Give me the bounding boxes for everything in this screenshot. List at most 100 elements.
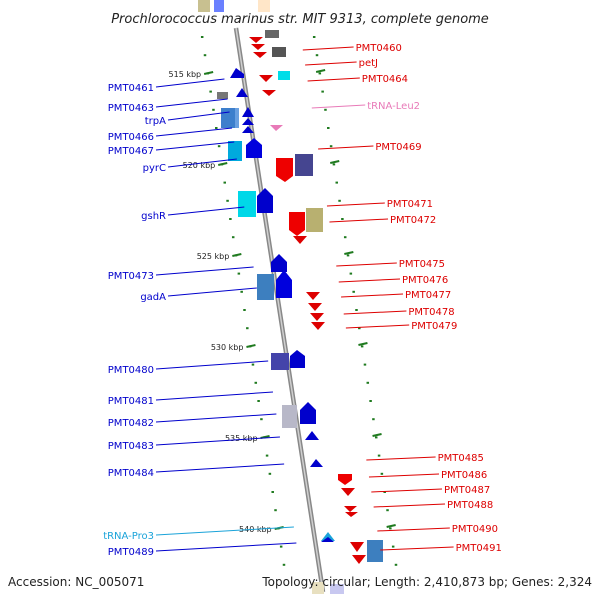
tick-mark [223, 181, 226, 184]
gene-arrow [308, 303, 322, 311]
gene-block [295, 154, 313, 176]
kbp-tick-right [372, 433, 382, 437]
tick-mark [394, 563, 398, 566]
trna-arrow [321, 532, 335, 541]
gene-block [282, 405, 297, 428]
tick-mark [231, 236, 235, 239]
leader-line [302, 46, 354, 51]
gene-arrow [352, 555, 366, 564]
leader-line [155, 413, 277, 423]
gene-block-partial [330, 584, 344, 594]
gene-arrow [262, 90, 276, 96]
tick-mark [315, 54, 319, 57]
gene-arrow [289, 212, 305, 236]
leader-line [345, 324, 410, 329]
tick-mark [349, 272, 353, 275]
leader-line [167, 287, 257, 297]
tick-mark [257, 400, 260, 402]
leader-line [311, 104, 366, 109]
leader-line [366, 456, 436, 461]
tick-mark [391, 545, 395, 548]
gene-block-partial [214, 0, 224, 12]
leader-line [155, 98, 228, 108]
leader-line [305, 61, 357, 66]
gene-label-left: trpA [145, 116, 166, 127]
leader-line [155, 526, 294, 536]
leader-line [155, 141, 235, 151]
gene-label-left: PMT0461 [108, 83, 154, 94]
tick-mark [209, 90, 212, 93]
gene-label-left: gshR [141, 211, 166, 222]
gene-arrow [310, 459, 323, 467]
tick-mark [265, 454, 269, 457]
gene-label-right: PMT0471 [387, 199, 433, 210]
tick-mark [366, 381, 370, 384]
kbp-tick-right [330, 160, 340, 164]
tick-mark [369, 400, 372, 402]
tick-mark [237, 272, 241, 275]
gene-label-right: tRNA-Leu2 [367, 101, 420, 112]
gene-block [265, 30, 279, 38]
leader-line [155, 127, 233, 137]
gene-block [221, 108, 235, 128]
gene-label-right: PMT0490 [452, 524, 498, 535]
leader-line [341, 293, 404, 298]
leader-line [167, 158, 237, 168]
gene-label-left: PMT0489 [108, 547, 154, 558]
gene-label-right: PMT0478 [408, 307, 454, 318]
gene-label-left: tRNA-Pro3 [103, 531, 154, 542]
leader-line [371, 488, 443, 493]
gene-arrow [350, 542, 364, 552]
tick-mark [318, 72, 322, 75]
tick-mark [282, 563, 286, 566]
gene-arrow [276, 158, 293, 182]
trna-arrow [270, 125, 283, 131]
minus-strand-genes [249, 30, 383, 564]
tick-mark [346, 254, 350, 257]
gene-block-partial [258, 0, 270, 12]
gene-label-left: PMT0483 [108, 441, 154, 452]
gene-label-right: PMT0486 [441, 470, 487, 481]
kbp-tick-right [344, 251, 354, 255]
gene-label-left: PMT0473 [108, 271, 154, 282]
gene-arrow [311, 322, 325, 330]
gene-arrow [242, 107, 254, 117]
gene-arrow [230, 68, 244, 78]
leader-line [155, 78, 225, 88]
gene-label-right: PMT0464 [362, 74, 408, 85]
leader-line [155, 391, 274, 401]
leader-line [155, 266, 254, 276]
gene-label-left: PMT0467 [108, 146, 154, 157]
gene-label-right: PMT0477 [405, 290, 451, 301]
gene-block [257, 274, 274, 300]
gene-arrow [345, 512, 358, 517]
gene-arrow [276, 270, 292, 298]
gene-block [217, 92, 228, 99]
leader-line [167, 111, 230, 121]
gene-block [238, 191, 256, 217]
leader-line [318, 145, 374, 150]
kbp-label: 535 kbp [225, 434, 258, 443]
gene-label-right: PMT0472 [390, 215, 436, 226]
gene-block [272, 47, 286, 57]
gene-label-right: PMT0488 [447, 500, 493, 511]
gene-arrow [242, 118, 254, 125]
gene-label-left: PMT0463 [108, 103, 154, 114]
kbp-tick-right [386, 524, 396, 528]
gene-arrow [321, 537, 334, 542]
tick-mark [279, 545, 283, 548]
gene-arrow [249, 37, 263, 43]
gene-block-partial [312, 582, 324, 594]
tick-mark [341, 218, 344, 220]
tick-mark [321, 90, 324, 93]
kbp-tick-right [315, 69, 326, 73]
tick-mark [271, 491, 274, 493]
gene-arrow [251, 44, 265, 50]
kbp-tick [246, 344, 256, 348]
tick-mark [226, 199, 229, 202]
kbp-label: 530 kbp [211, 343, 244, 352]
leader-line [338, 278, 401, 283]
gene-label-left: PMT0480 [108, 365, 154, 376]
leader-line [155, 360, 269, 370]
